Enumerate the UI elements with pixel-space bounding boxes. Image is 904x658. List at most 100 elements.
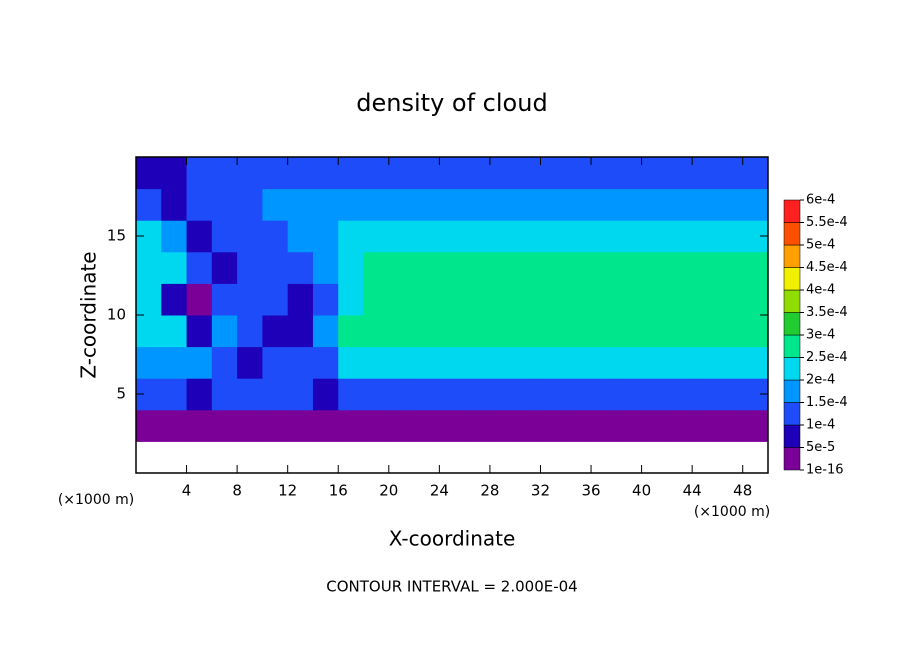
heat-cell	[540, 251, 567, 284]
heat-cell	[515, 378, 541, 411]
heat-cell	[262, 188, 289, 221]
heat-cell	[186, 251, 213, 284]
heat-cell	[692, 157, 718, 190]
x-tick-label: 8	[232, 482, 242, 500]
heat-cell	[641, 346, 668, 379]
colorbar-label: 5e-4	[806, 238, 835, 253]
heat-cell	[363, 378, 390, 411]
heat-cell	[388, 220, 415, 253]
heat-cell	[414, 378, 440, 411]
heat-cell	[237, 346, 263, 379]
heat-cell	[338, 251, 365, 284]
heat-cell	[666, 283, 693, 316]
heat-cell	[338, 283, 365, 316]
heat-cell	[161, 378, 188, 411]
heat-cell	[211, 346, 238, 379]
heat-cell	[717, 283, 744, 316]
heat-cell	[515, 283, 541, 316]
heat-cell	[742, 315, 769, 348]
heat-cell	[692, 283, 718, 316]
heat-cell	[136, 409, 162, 442]
heat-cell	[388, 283, 415, 316]
x-tick-label: 44	[683, 482, 702, 500]
heat-cell	[489, 315, 516, 348]
colorbar-label: 4.5e-4	[806, 260, 848, 275]
heat-cell	[312, 157, 339, 190]
heat-cell	[287, 220, 314, 253]
heat-cell	[464, 220, 491, 253]
heat-cell	[414, 220, 440, 253]
heat-cell	[211, 251, 238, 284]
heat-cell	[464, 188, 491, 221]
heat-cell	[237, 157, 263, 190]
heat-cell	[414, 409, 440, 442]
heat-cell	[388, 251, 415, 284]
heat-cell	[439, 251, 466, 284]
y-tick-label: 10	[107, 306, 126, 324]
y-axis-label: Z-coordinate	[77, 251, 101, 378]
heat-cell	[591, 378, 617, 411]
heat-cell	[161, 409, 188, 442]
heat-cell	[692, 315, 718, 348]
heat-cell	[515, 188, 541, 221]
heat-cell	[262, 220, 289, 253]
colorbar-label: 1e-16	[806, 463, 844, 478]
heat-cell	[439, 315, 466, 348]
heat-cell	[338, 157, 365, 190]
heat-cell	[439, 220, 466, 253]
heat-cell	[540, 283, 567, 316]
heat-cell	[161, 157, 188, 190]
heat-cell	[136, 157, 162, 190]
heat-cell	[262, 346, 289, 379]
heat-cell	[565, 251, 592, 284]
heat-cell	[338, 220, 365, 253]
x-tick-label: 40	[632, 482, 651, 500]
heat-cell	[616, 315, 643, 348]
colorbar-swatch	[783, 267, 801, 291]
heat-cell	[136, 315, 162, 348]
heat-cell	[161, 346, 188, 379]
heat-cell	[388, 315, 415, 348]
heat-cell	[287, 346, 314, 379]
heat-cell	[136, 283, 162, 316]
colorbar-swatch	[783, 244, 801, 268]
heat-cell	[262, 283, 289, 316]
heat-cell	[287, 409, 314, 442]
colorbar-swatch	[783, 222, 801, 246]
heat-cell	[616, 378, 643, 411]
heat-cell	[287, 378, 314, 411]
heat-cell	[312, 283, 339, 316]
heat-cell	[237, 283, 263, 316]
heat-cell	[414, 315, 440, 348]
heat-cell	[515, 346, 541, 379]
heat-cell	[388, 157, 415, 190]
heat-cell	[641, 220, 668, 253]
colorbar-label: 1.5e-4	[806, 395, 848, 410]
colorbar-label: 3e-4	[806, 328, 835, 343]
colorbar-label: 2e-4	[806, 373, 835, 388]
heat-cell	[666, 220, 693, 253]
heat-cell	[186, 220, 213, 253]
colorbar-label: 1e-4	[806, 418, 835, 433]
colorbar-swatch	[783, 334, 801, 358]
heat-cell	[237, 188, 263, 221]
heat-cell	[439, 283, 466, 316]
heat-cell	[591, 346, 617, 379]
heat-cell	[464, 251, 491, 284]
colorbar-swatch	[783, 199, 801, 223]
x-tick-label: 16	[329, 482, 348, 500]
colorbar-swatch	[783, 312, 801, 336]
heat-cell	[489, 157, 516, 190]
heat-cell	[287, 283, 314, 316]
heat-cell	[666, 315, 693, 348]
heat-cell	[742, 283, 769, 316]
heat-cell	[338, 378, 365, 411]
heat-cell	[186, 283, 213, 316]
heat-cell	[717, 346, 744, 379]
heat-cell	[489, 188, 516, 221]
heat-cell	[161, 220, 188, 253]
x-tick-label: 28	[480, 482, 499, 500]
heat-cell	[616, 188, 643, 221]
heat-cell	[363, 188, 390, 221]
